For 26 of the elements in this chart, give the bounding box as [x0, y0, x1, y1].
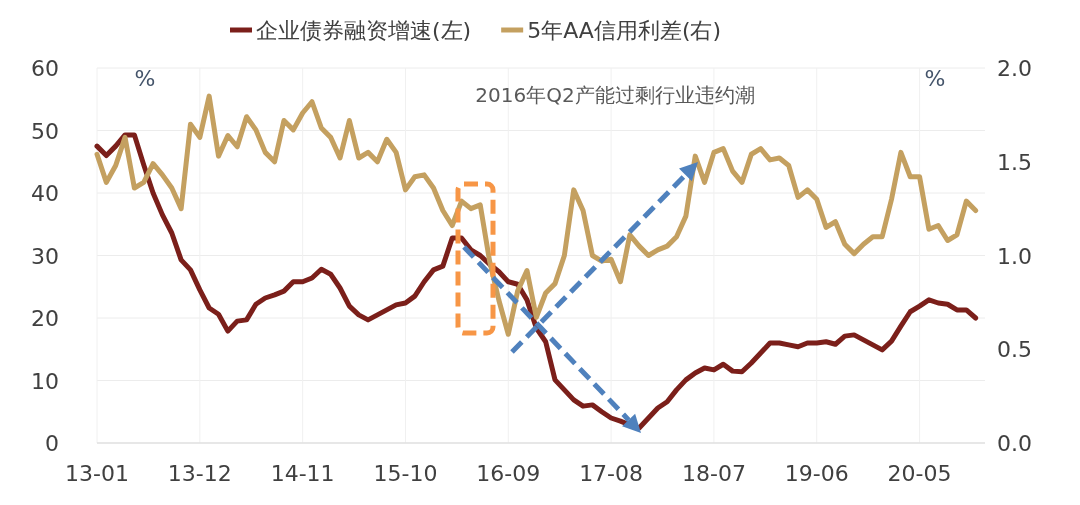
x-tick-label: 18-07: [681, 461, 746, 486]
y-tick-label: 50: [31, 118, 59, 144]
legend-label: 企业债券融资增速(左): [256, 18, 472, 43]
x-tick-label: 17-08: [579, 461, 644, 486]
annotation: %: [924, 66, 946, 91]
x-tick-label: 20-05: [887, 461, 952, 486]
y-tick-label: 0: [45, 431, 59, 456]
y-tick-label: 30: [31, 243, 59, 269]
y2-tick-label: 2.0: [997, 56, 1032, 81]
y2-tick-label: 1.5: [997, 149, 1032, 175]
x-tick-label: 13-01: [65, 461, 129, 486]
y-tick-label: 10: [31, 368, 59, 394]
annotation: 2016年Q2产能过剩行业违约潮: [475, 83, 755, 107]
y2-tick-label: 0.5: [997, 337, 1032, 363]
x-tick-label: 14-11: [270, 461, 335, 486]
x-tick-label: 19-06: [784, 461, 849, 486]
x-tick-label: 16-09: [476, 461, 541, 486]
x-tick-label: 13-12: [167, 461, 232, 486]
y2-tick-label: 0.0: [997, 431, 1032, 456]
y-tick-label: 20: [31, 306, 59, 331]
y-tick-label: 40: [31, 181, 59, 206]
annotation: %: [134, 66, 156, 91]
x-tick-label: 15-10: [373, 461, 438, 486]
y-tick-label: 60: [31, 56, 59, 81]
legend-label: 5年AA信用利差(右): [527, 18, 722, 43]
y2-tick-label: 1.0: [997, 243, 1032, 269]
